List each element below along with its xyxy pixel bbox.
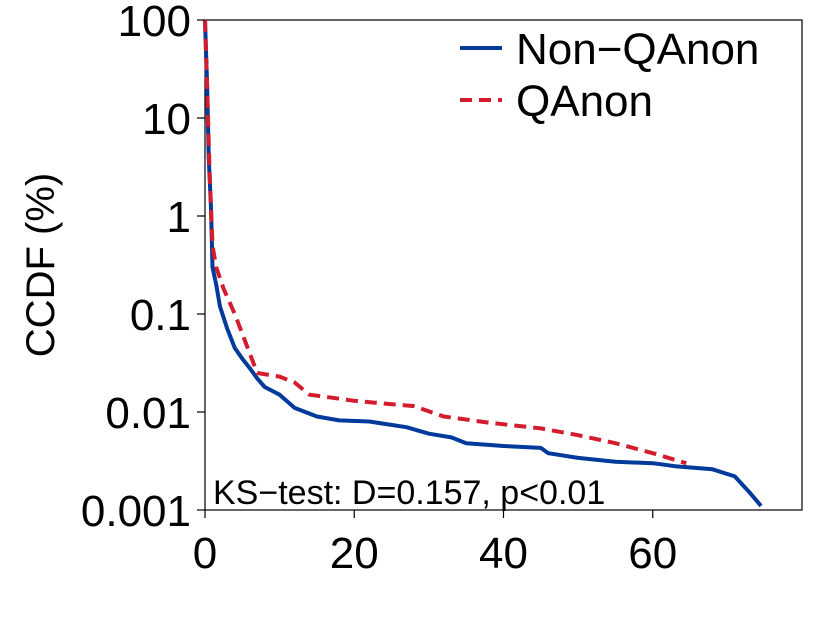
legend-label-non-qanon: Non−QAnon xyxy=(516,25,759,74)
y-tick-label: 0.01 xyxy=(105,389,191,438)
series-line-qanon xyxy=(203,19,687,466)
legend: Non−QAnon QAnon xyxy=(460,25,759,126)
x-tick-label: 40 xyxy=(479,529,528,578)
y-tick-label: 0.001 xyxy=(81,487,191,536)
y-tick-label: 0.1 xyxy=(130,291,191,340)
plot-frame xyxy=(204,19,803,511)
legend-label-qanon: QAnon xyxy=(516,77,653,126)
ks-test-annotation: KS−test: D=0.157, p<0.01 xyxy=(213,474,605,512)
y-tick-label: 100 xyxy=(118,0,191,46)
series-layer xyxy=(203,19,763,508)
y-tick-label: 10 xyxy=(142,95,191,144)
y-axis-label: CCDF (%) xyxy=(19,173,63,357)
x-tick-label: 20 xyxy=(330,529,379,578)
series-line-non-qanon xyxy=(203,19,763,508)
axis-layer: 0 20 40 60 0.001 0.01 0.1 1 10 100 xyxy=(81,0,677,578)
y-tick-label: 1 xyxy=(167,193,191,242)
x-tick-label: 0 xyxy=(193,529,217,578)
x-tick-label: 60 xyxy=(628,529,677,578)
